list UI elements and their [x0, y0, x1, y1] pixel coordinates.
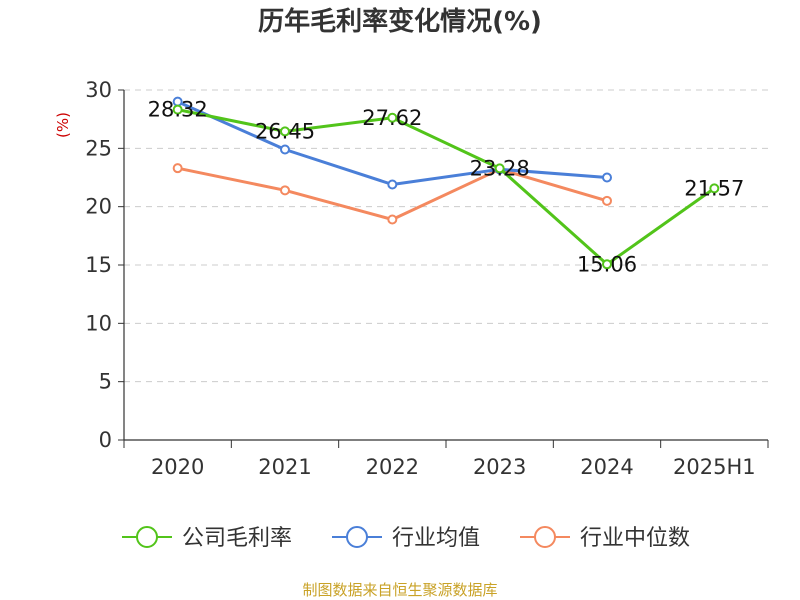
data-label: 27.62 [362, 106, 422, 130]
data-point [172, 163, 183, 174]
series-line [177, 166, 608, 221]
x-tick-label: 2024 [580, 455, 633, 479]
legend-marker [136, 526, 158, 548]
data-point [709, 183, 720, 194]
legend-label: 公司毛利率 [182, 526, 292, 551]
legend-item-1[interactable]: 公司毛利率 [122, 526, 292, 551]
x-tick-label: 2020 [151, 455, 204, 479]
chart-title: 历年毛利率变化情况(%) [258, 6, 542, 37]
legend-marker [346, 526, 368, 548]
data-point [602, 172, 612, 183]
legend[interactable]: 公司毛利率 行业均值 行业中位数 [122, 526, 690, 551]
x-tick-label: 2022 [366, 455, 419, 479]
data-label: 28.32 [148, 98, 208, 122]
axes: 0 5 10 15 20 25 30 2020 2021 2022 2023 2024 2025H1 [85, 78, 769, 479]
legend-item-3[interactable]: 行业中位数 [520, 526, 690, 551]
y-tick-label: 5 [99, 370, 112, 394]
grid-lines [124, 89, 768, 383]
data-label: 21.57 [684, 176, 744, 200]
series-lines [172, 96, 720, 270]
data-point [387, 179, 398, 190]
data-label: 23.28 [470, 156, 530, 180]
data-point [280, 144, 290, 155]
data-point [172, 104, 183, 115]
data-point [280, 185, 290, 196]
data-labels: 28.32 26.45 27.62 23.28 15.06 21.57 [148, 98, 745, 277]
legend-label: 行业均值 [392, 526, 480, 551]
series-line [177, 108, 716, 266]
y-tick-label: 25 [85, 136, 112, 160]
x-tick-label: 2025H1 [673, 455, 756, 479]
source-note: 制图数据来自恒生聚源数据库 [302, 581, 497, 599]
data-point [387, 112, 398, 123]
data-point [280, 126, 290, 137]
data-point [494, 163, 505, 174]
legend-label: 行业中位数 [580, 526, 690, 551]
data-point [387, 214, 398, 225]
data-label: 15.06 [577, 252, 637, 276]
series-1 [172, 104, 720, 270]
legend-marker [534, 526, 556, 548]
y-axis-unit-label: (%) [54, 112, 72, 138]
legend-item-2[interactable]: 行业均值 [332, 526, 480, 551]
data-point [602, 259, 612, 270]
y-tick-label: 30 [85, 78, 112, 102]
data-label: 26.45 [255, 119, 315, 143]
y-tick-label: 20 [85, 195, 112, 219]
x-tick-label: 2023 [473, 455, 526, 479]
y-tick-label: 0 [99, 428, 112, 452]
x-tick-label: 2021 [258, 455, 311, 479]
y-tick-label: 15 [85, 253, 112, 277]
data-point [602, 195, 612, 206]
y-tick-label: 10 [85, 311, 112, 335]
